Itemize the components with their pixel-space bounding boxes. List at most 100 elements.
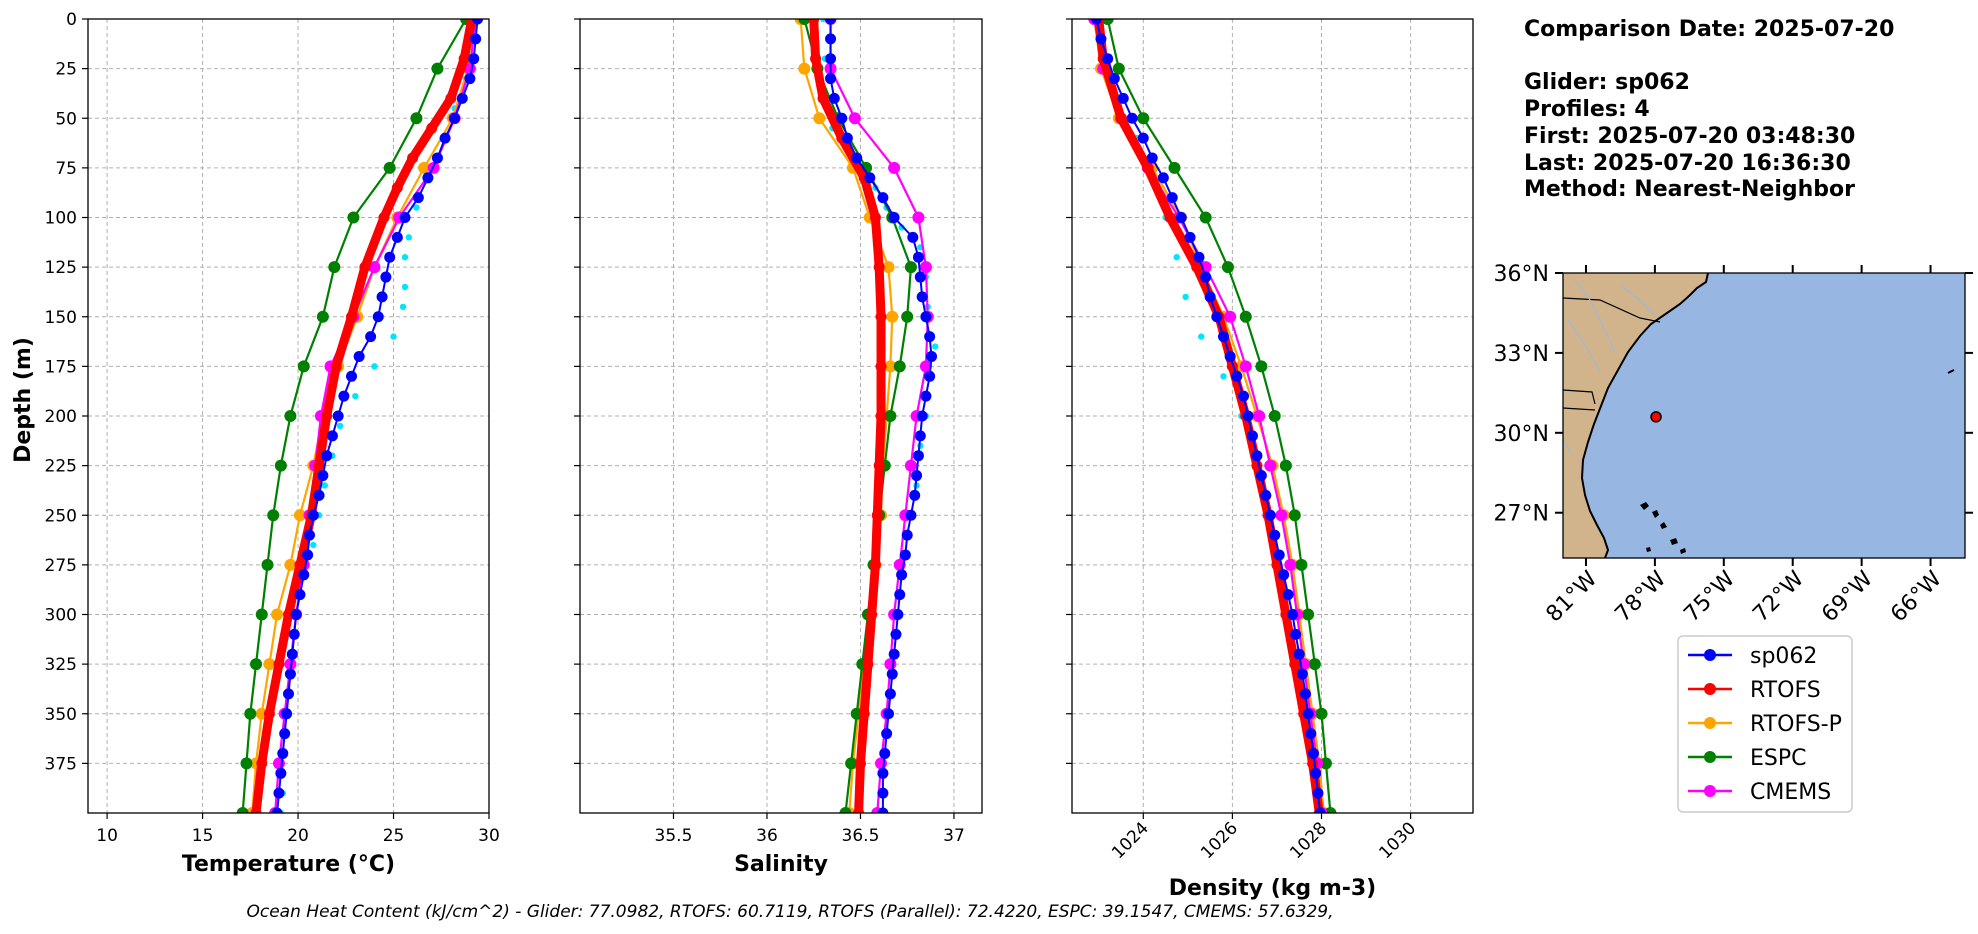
point-rtofs (294, 559, 306, 571)
ocean-heat-content-summary: Ocean Heat Content (kJ/cm^2) - Glider: 7… (247, 902, 1334, 922)
point-sp062 (304, 529, 316, 541)
info-block: Comparison Date: 2025-07-20 Glider: sp06… (1524, 17, 1894, 202)
point-sp062 (338, 390, 350, 402)
point-rtofs (1271, 559, 1283, 571)
point-sp062 (298, 569, 310, 581)
point-rtofs (858, 708, 870, 720)
x-tick-label: 1026 (1197, 818, 1242, 863)
point-sp062 (313, 489, 325, 501)
point-sp062 (836, 112, 848, 124)
point-espc (1295, 558, 1308, 571)
point-rtofs (283, 609, 294, 620)
point-sp062 (307, 509, 319, 521)
point-sp062 (1296, 668, 1308, 680)
legend-marker (1704, 785, 1716, 797)
point-glider-profile-2 (390, 333, 397, 340)
lat-label: 33°N (1494, 342, 1549, 367)
point-rtofs-p (884, 360, 897, 373)
point-espc (274, 459, 287, 472)
point-rtofs (875, 311, 887, 323)
lon-label: 72°W (1748, 566, 1809, 627)
point-rtofs (875, 410, 887, 422)
point-espc (904, 261, 917, 274)
point-sp062 (1224, 350, 1236, 362)
point-sp062 (1137, 132, 1149, 144)
point-rtofs (875, 360, 887, 372)
point-rtofs (426, 122, 438, 134)
point-espc (1288, 509, 1301, 522)
y-tick-label: 175 (45, 357, 77, 377)
point-rtofs-p (882, 261, 895, 274)
point-espc (1221, 261, 1234, 274)
point-espc (1101, 19, 1114, 25)
point-sp062 (888, 648, 900, 660)
point-espc (410, 112, 423, 125)
point-espc (1168, 161, 1181, 174)
point-sp062 (916, 291, 928, 303)
profile-count: Profiles: 4 (1524, 97, 1650, 122)
point-rtofs-p (284, 558, 297, 571)
point-rtofs-p (798, 62, 811, 75)
point-sp062 (332, 410, 344, 422)
last-profile-time: Last: 2025-07-20 16:36:30 (1524, 151, 1851, 176)
point-rtofs-p (293, 509, 306, 522)
point-sp062 (281, 708, 293, 720)
point-rtofs (1307, 757, 1319, 769)
coastline (1580, 272, 1709, 559)
point-glider-profile-2 (1182, 293, 1189, 301)
point-glider-profile-2 (1220, 373, 1227, 380)
legend-label: RTOFS (1750, 678, 1821, 703)
x-tick-label: 30 (478, 826, 500, 846)
point-sp062 (1264, 509, 1276, 521)
point-rtofs (810, 53, 822, 65)
point-sp062 (881, 728, 893, 740)
point-sp062 (1314, 807, 1326, 813)
point-sp062 (1102, 53, 1114, 65)
point-glider-profile-2 (399, 303, 407, 311)
series-group (1088, 19, 1337, 813)
point-sp062 (317, 470, 329, 482)
point-sp062 (1290, 628, 1302, 640)
point-sp062 (828, 92, 840, 104)
point-sp062 (1184, 231, 1196, 243)
temperature-panel: 0 25 50 75 100 125 150 175 200 225 250 275 300 325 350… (45, 10, 500, 877)
point-sp062 (1175, 212, 1187, 223)
point-espc (884, 410, 897, 422)
point-glider-profile-2 (352, 392, 359, 400)
point-sp062 (1193, 251, 1205, 263)
point-sp062 (1238, 390, 1250, 402)
point-sp062 (1091, 19, 1103, 25)
point-sp062 (916, 410, 928, 422)
point-glider-profile-2 (321, 482, 328, 489)
y-tick-label: 50 (55, 109, 77, 129)
point-sp062 (321, 450, 333, 462)
point-espc (261, 558, 274, 571)
point-rtofs (1142, 162, 1154, 174)
point-espc (297, 360, 310, 373)
point-sp062 (1302, 708, 1314, 720)
point-sp062 (346, 370, 358, 382)
point-rtofs (873, 261, 885, 273)
point-sp062 (877, 807, 889, 813)
point-sp062 (920, 311, 932, 323)
y-tick-label: 75 (55, 159, 77, 179)
point-sp062 (326, 430, 338, 442)
glider-name: Glider: sp062 (1524, 70, 1690, 95)
point-sp062 (907, 231, 919, 243)
point-cmems (904, 459, 917, 472)
point-cmems (1253, 410, 1266, 422)
point-espc (839, 807, 852, 813)
point-sp062 (924, 331, 936, 343)
point-cmems (1239, 360, 1252, 373)
bermuda-island (1947, 369, 1955, 374)
point-cmems (912, 211, 925, 224)
first-profile-time: First: 2025-07-20 03:48:30 (1524, 124, 1855, 149)
y-tick-label: 300 (45, 606, 77, 626)
point-sp062 (1282, 589, 1294, 601)
point-sp062 (926, 350, 938, 362)
glider-location-map: 36°N 33°N 30°N 27°N 81°W 78°W 75°W 72°W 69°W 66°W (1494, 262, 1973, 627)
y-tick-label: 125 (45, 258, 77, 278)
method: Method: Nearest-Neighbor (1524, 177, 1855, 202)
point-sp062 (1260, 489, 1272, 501)
point-sp062 (1146, 152, 1158, 164)
